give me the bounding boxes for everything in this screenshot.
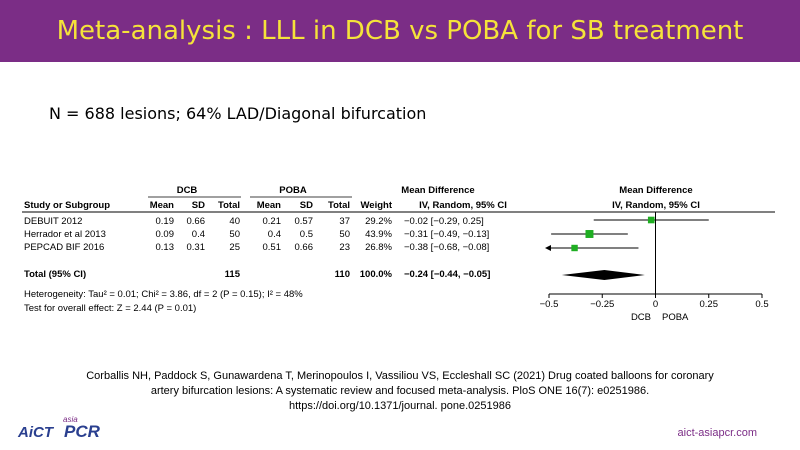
- dcb-total: 25: [229, 242, 240, 253]
- citation-line-2: artery bifurcation lesions: A systematic…: [150, 385, 650, 397]
- md-ci: −0.02 [−0.29, 0.25]: [404, 216, 484, 227]
- x-tick-label: 0.5: [755, 299, 768, 310]
- table-row: DEBUIT 2012 0.19 0.66 40 0.21 0.57 37 29…: [24, 216, 484, 227]
- table-row: PEPCAD BIF 2016 0.13 0.31 25 0.51 0.66 2…: [24, 242, 489, 253]
- poba-sd: 0.66: [295, 242, 314, 253]
- citation-line-3: https://doi.org/10.1371/journal. pone.02…: [288, 400, 511, 412]
- heterogeneity-text: Heterogeneity: Tau² = 0.01; Chi² = 3.86,…: [24, 289, 303, 300]
- total-label: Total (95% CI): [24, 269, 86, 280]
- md-ci: −0.31 [−0.49, −0.13]: [404, 229, 489, 240]
- logo-pcr-text: PCR: [64, 422, 100, 441]
- footer-website: aict-asiapcr.com: [677, 427, 757, 439]
- dcb-total: 50: [229, 229, 240, 240]
- logo-aict-text: AiCT: [18, 424, 53, 441]
- md-subheader: IV, Random, 95% CI: [419, 200, 507, 211]
- x-axis-ticks: −0.5 −0.25 0 0.25 0.5: [540, 294, 769, 310]
- citation-line-1: Corballis NH, Paddock S, Gunawardena T, …: [86, 370, 714, 382]
- poba-sd: 0.57: [295, 216, 314, 227]
- dcb-mean: 0.19: [156, 216, 175, 227]
- dcb-sd: 0.66: [187, 216, 206, 227]
- col-dcb-mean: Mean: [150, 200, 174, 211]
- dcb-total: 40: [229, 216, 240, 227]
- col-weight: Weight: [361, 200, 393, 211]
- forest-plot: −0.5 −0.25 0 0.25 0.5 DCB POBA: [540, 212, 769, 323]
- study-name: DEBUIT 2012: [24, 216, 82, 227]
- study-markers: [545, 216, 709, 252]
- dcb-mean: 0.09: [156, 229, 175, 240]
- dcb-sd: 0.31: [187, 242, 206, 253]
- total-poba: 110: [335, 269, 350, 280]
- md-ci: −0.38 [−0.68, −0.08]: [404, 242, 489, 253]
- forest-table: DCB POBA Mean Difference Mean Difference…: [22, 185, 775, 314]
- slide-title: Meta-analysis : LLL in DCB vs POBA for S…: [56, 16, 744, 46]
- plot-header: Mean Difference: [619, 185, 692, 196]
- logo-asia-text: asia: [63, 415, 78, 424]
- dcb-group-header: DCB: [177, 185, 198, 196]
- total-row: Total (95% CI) 115 110 100.0% −0.24 [−0.…: [24, 269, 490, 280]
- poba-group-header: POBA: [279, 185, 307, 196]
- study-name: Herrador et al 2013: [24, 229, 106, 240]
- poba-total: 50: [339, 229, 350, 240]
- poba-sd: 0.5: [300, 229, 313, 240]
- citation: Corballis NH, Paddock S, Gunawardena T, …: [50, 369, 750, 414]
- x-tick-label: 0: [653, 299, 658, 310]
- plot-subheader: IV, Random, 95% CI: [612, 200, 700, 211]
- favours-dcb-label: DCB: [631, 312, 651, 323]
- pooled-diamond: [561, 270, 645, 280]
- poba-mean: 0.21: [263, 216, 282, 227]
- md-header: Mean Difference: [401, 185, 474, 196]
- subtitle: N = 688 lesions; 64% LAD/Diagonal bifurc…: [49, 104, 427, 123]
- x-tick-label: −0.5: [540, 299, 559, 310]
- study-point: [571, 244, 578, 252]
- col-dcb-sd: SD: [192, 200, 205, 211]
- col-poba-mean: Mean: [257, 200, 281, 211]
- col-poba-sd: SD: [300, 200, 313, 211]
- dcb-mean: 0.13: [156, 242, 175, 253]
- x-tick-label: 0.25: [700, 299, 719, 310]
- col-dcb-total: Total: [218, 200, 240, 211]
- weight: 29.2%: [365, 216, 392, 227]
- overall-effect-text: Test for overall effect: Z = 2.44 (P = 0…: [24, 303, 196, 314]
- weight: 26.8%: [365, 242, 392, 253]
- title-bar: [0, 0, 800, 62]
- total-md-ci: −0.24 [−0.44, −0.05]: [404, 269, 490, 280]
- weight: 43.9%: [365, 229, 392, 240]
- poba-total: 23: [339, 242, 350, 253]
- ci-overflow-arrow: [545, 245, 551, 251]
- col-study: Study or Subgroup: [24, 200, 110, 211]
- total-weight: 100.0%: [360, 269, 393, 280]
- study-name: PEPCAD BIF 2016: [24, 242, 104, 253]
- study-point: [647, 216, 655, 224]
- total-dcb: 115: [225, 269, 241, 280]
- table-row: Herrador et al 2013 0.09 0.4 50 0.4 0.5 …: [24, 229, 489, 240]
- study-point: [585, 230, 594, 238]
- x-tick-label: −0.25: [590, 299, 614, 310]
- favours-poba-label: POBA: [662, 312, 689, 323]
- poba-mean: 0.51: [263, 242, 282, 253]
- poba-mean: 0.4: [268, 229, 281, 240]
- dcb-sd: 0.4: [192, 229, 205, 240]
- col-poba-total: Total: [328, 200, 350, 211]
- poba-total: 37: [339, 216, 350, 227]
